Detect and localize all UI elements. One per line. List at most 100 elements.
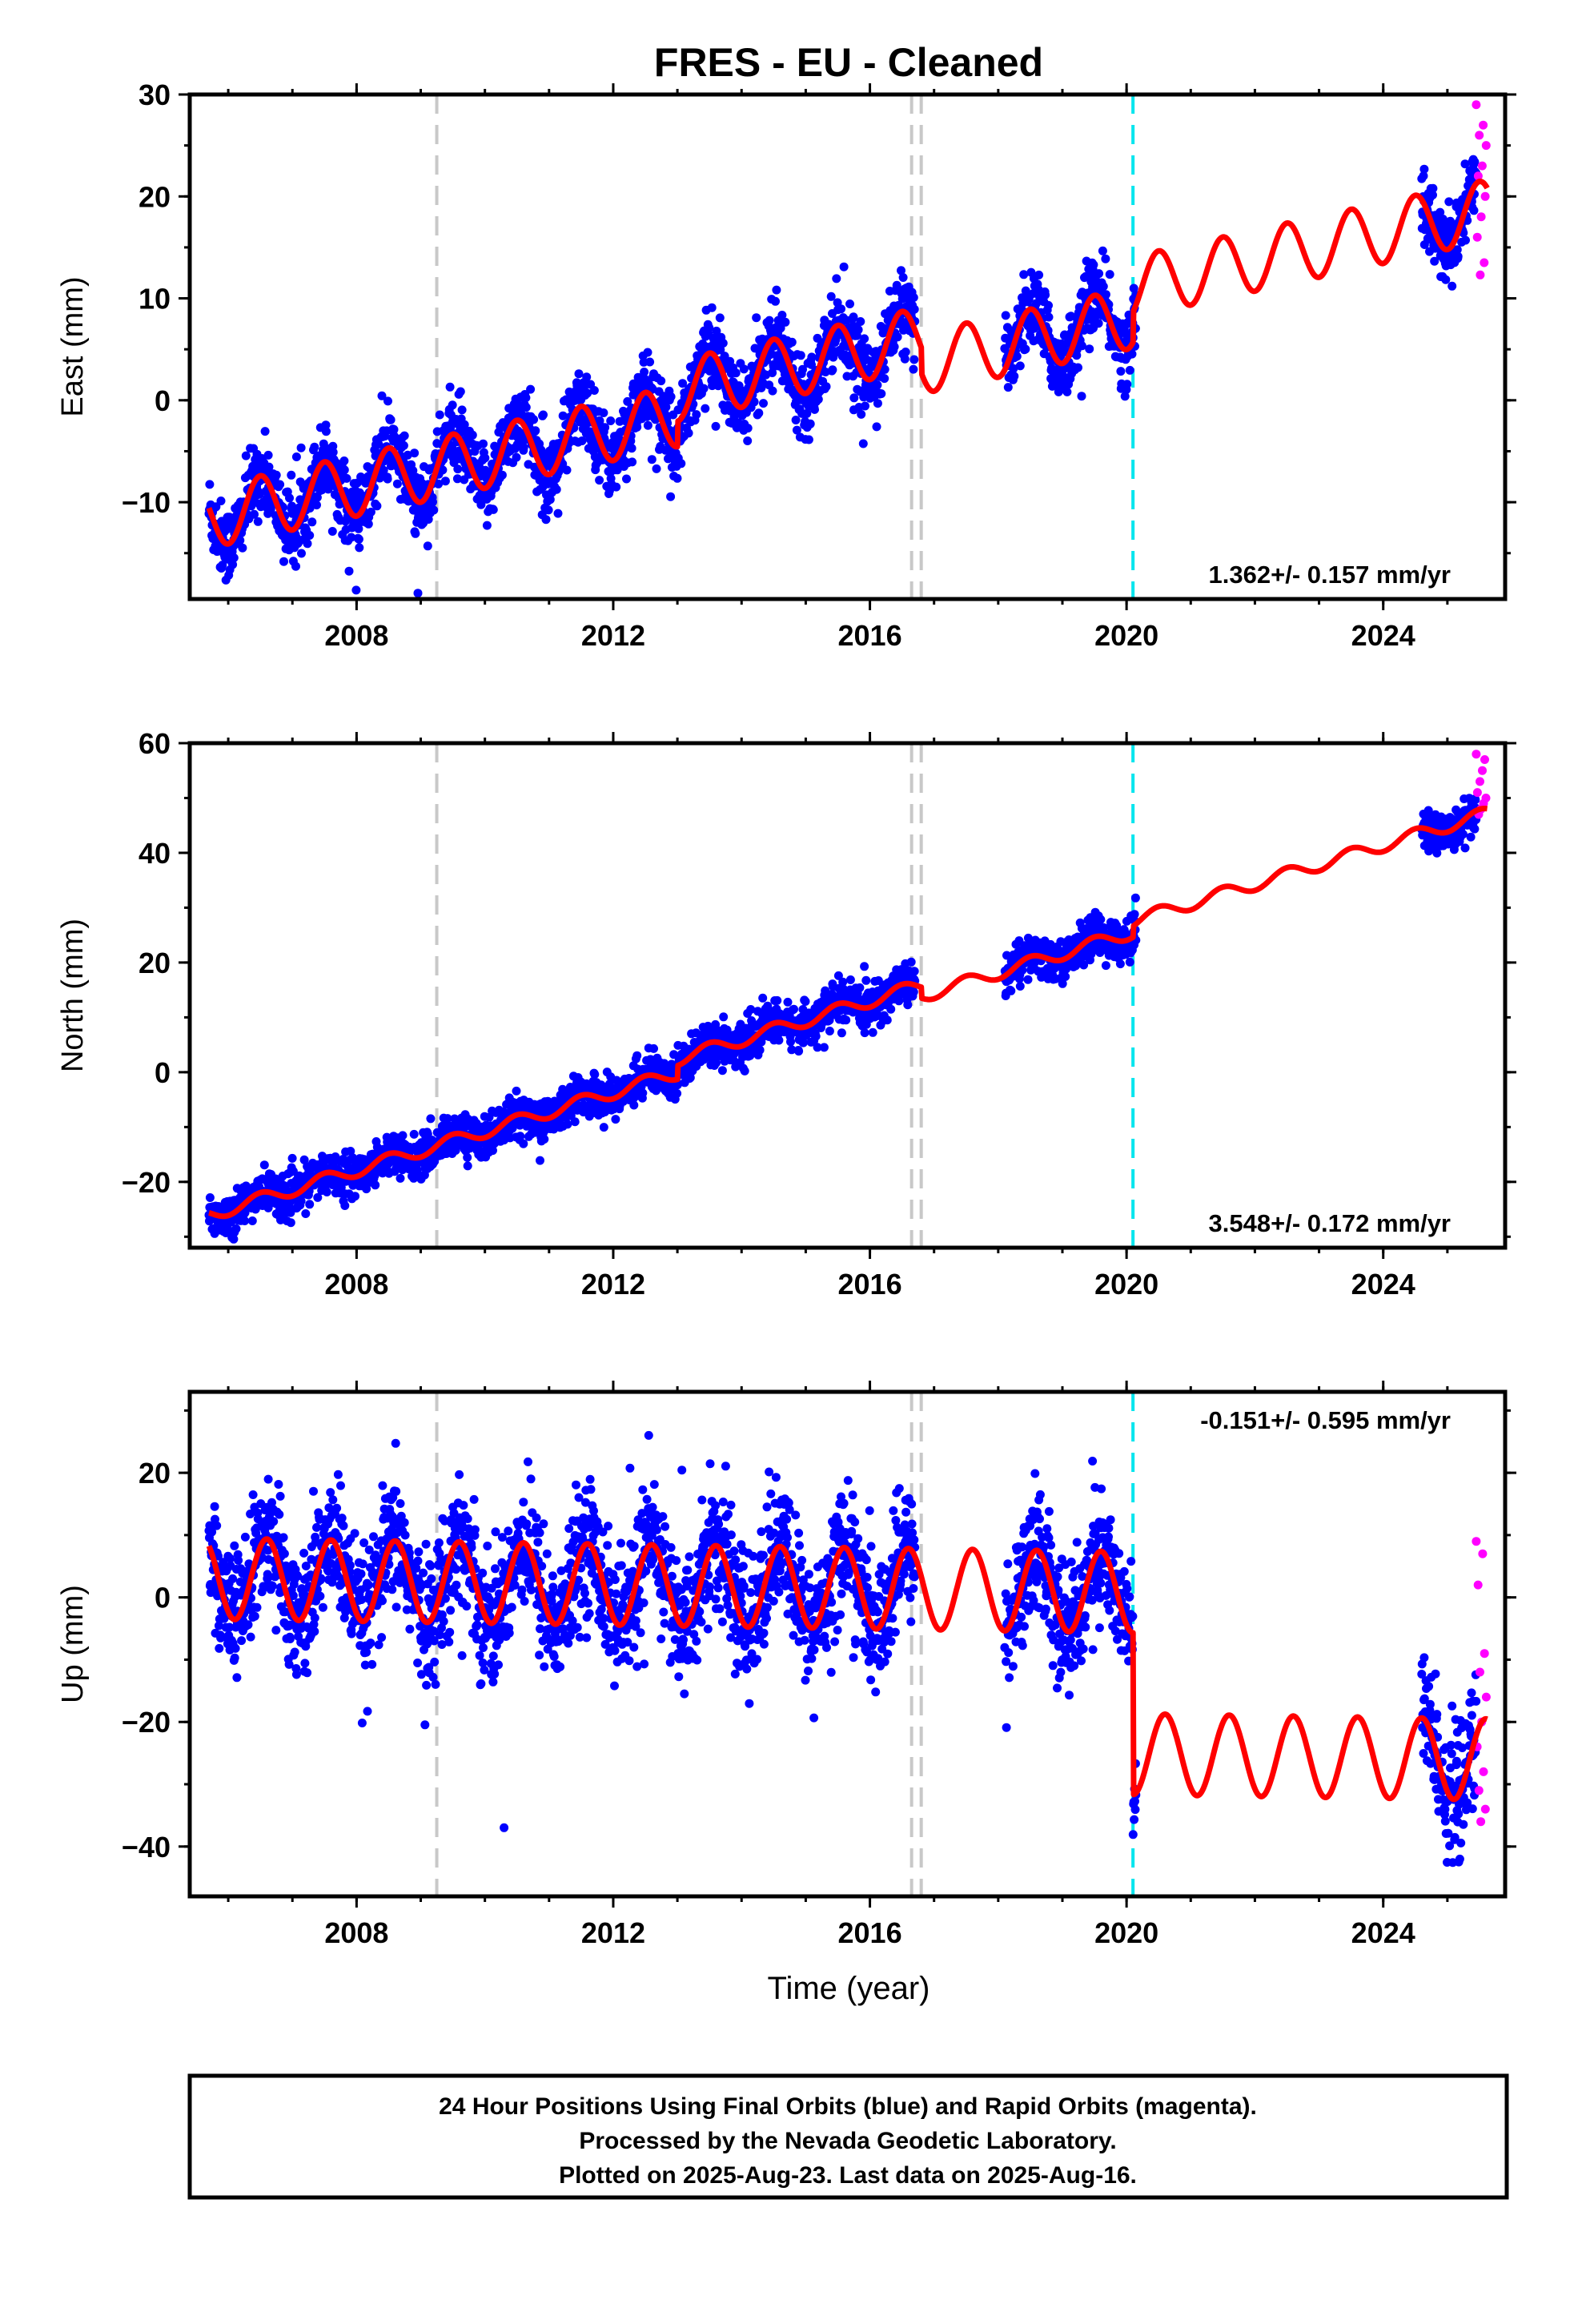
data-point [1023,975,1033,984]
data-point [305,531,315,540]
data-point [777,311,787,320]
data-point [229,553,239,562]
data-point [643,420,652,430]
data-point [1041,290,1050,300]
plot-area [204,743,1491,1248]
data-point [1061,972,1070,981]
data-point [286,1218,295,1228]
data-point [873,399,882,408]
data-point [241,451,251,460]
data-point [791,416,801,424]
data-point [456,387,465,396]
data-point [860,962,869,971]
data-point [225,513,235,522]
data-point [643,348,652,357]
data-point [740,1066,749,1076]
data-point [1419,171,1428,181]
data-point [640,368,649,376]
data-point [1032,299,1041,308]
data-point [426,1114,436,1124]
data-point [774,1035,784,1045]
data-point [399,440,408,450]
data-point [1101,290,1110,300]
data-point [652,464,661,473]
rapid-point [1473,171,1483,181]
data-point [1461,235,1470,245]
data-point [677,459,686,468]
data-point [743,436,753,445]
data-point [476,500,486,509]
data-point [264,462,274,472]
data-point [1094,269,1104,279]
data-point [909,355,919,364]
data-point [692,410,701,420]
data-point [413,589,423,598]
data-point [805,419,815,428]
data-point [287,470,296,480]
data-point [1116,367,1126,376]
data-point [403,450,412,460]
data-point [480,453,490,463]
data-point [647,455,656,464]
data-point [247,1216,257,1225]
data-point [238,543,247,553]
data-point [1062,387,1072,396]
data-point [1469,206,1479,215]
data-point [802,408,812,418]
data-point [1441,275,1451,284]
chart-title: FRES - EU - Cleaned [654,40,1043,85]
data-point [296,443,306,452]
data-point [512,1086,521,1096]
data-point [821,382,831,392]
data-point [1120,392,1130,401]
data-point [1428,183,1438,193]
data-point [1453,251,1463,261]
data-point [807,352,817,362]
data-point [861,975,871,985]
data-point [319,439,328,448]
data-point [216,497,226,505]
data-point [837,304,845,314]
data-point [645,357,655,367]
data-point [666,492,676,501]
x-tick-label: 2012 [581,619,645,652]
data-point [328,448,338,457]
data-point [661,402,671,412]
data-point [629,1100,639,1110]
y-tick-label: −10 [122,486,171,519]
data-point [789,1004,798,1014]
data-point [673,1088,682,1098]
data-point [231,1224,241,1233]
x-tick-label: 2024 [1351,619,1415,652]
data-point [716,345,725,355]
data-point [468,430,477,440]
data-point [1101,961,1110,971]
data-point [1122,380,1132,389]
data-point [771,296,780,306]
data-point [707,303,717,312]
data-point [305,1200,315,1209]
data-point [562,465,572,475]
data-point [909,987,918,997]
data-point [531,426,540,436]
data-point [906,957,916,967]
data-point [253,517,263,526]
data-point [792,425,801,435]
data-point [898,273,908,282]
data-point [684,428,693,438]
data-point [429,505,439,515]
data-point [678,379,688,388]
rapid-point [1472,100,1481,110]
data-point [786,1037,795,1047]
data-point [804,435,813,444]
data-point [1077,392,1086,401]
data-point [1001,311,1010,320]
data-point [880,364,889,374]
data-point [229,1234,239,1244]
data-point [903,1000,913,1010]
data-point [482,521,492,530]
data-point [855,983,865,992]
data-point [868,1027,877,1037]
data-point [873,380,882,390]
data-point [638,1088,648,1098]
